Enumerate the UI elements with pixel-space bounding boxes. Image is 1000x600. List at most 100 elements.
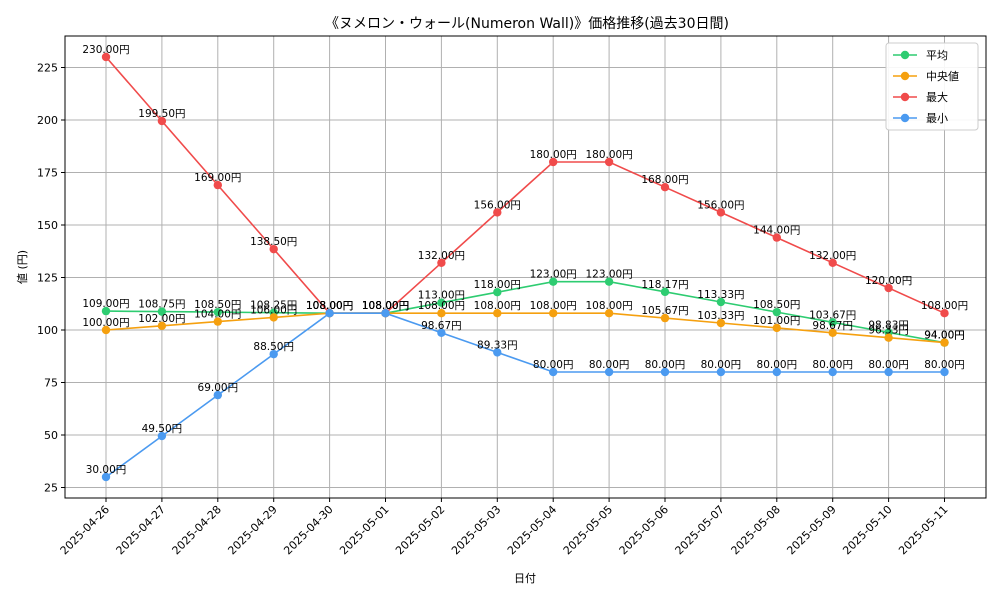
data-point [828,367,837,377]
data-point [549,367,558,377]
data-point [269,349,278,359]
data-label: 120.00円 [865,275,912,287]
data-label: 94.00円 [924,330,965,342]
data-label: 80.00円 [701,359,742,371]
data-label: 169.00円 [194,172,241,184]
data-label: 96.33円 [868,325,909,337]
y-tick-label: 175 [37,167,58,180]
data-label: 108.75円 [138,299,185,311]
x-tick-label: 2025-04-26 [58,503,112,557]
x-tick-label: 2025-04-29 [225,503,279,557]
data-point [772,307,781,317]
data-label: 230.00円 [82,44,129,56]
data-point [828,318,837,327]
data-point [549,277,558,286]
data-label: 108.00円 [306,300,353,312]
x-tick-label: 2025-05-04 [505,503,559,557]
data-label: 123.00円 [530,269,577,281]
data-label: 98.67円 [812,320,853,332]
data-point [157,307,167,316]
data-label: 132.00円 [809,250,856,262]
y-tick-label: 100 [37,324,58,337]
data-label: 94.00円 [924,330,965,342]
data-point [157,321,167,330]
series-line-2 [105,56,945,315]
x-axis-label: 日付 [514,572,536,585]
y-axis: 25 50 75 100 125 150 175 200 225 [37,62,65,495]
data-point [549,309,558,318]
data-label: 118.17円 [641,279,688,291]
data-label: 103.33円 [697,310,744,322]
y-tick-label: 225 [37,62,58,75]
data-label: 108.00円 [362,300,409,312]
data-point [660,287,670,297]
x-tick-label: 2025-05-03 [449,503,503,557]
data-label: 108.50円 [194,299,241,311]
data-point [549,157,558,167]
data-point [772,367,781,377]
data-point [493,288,502,297]
data-label: 180.00円 [585,149,632,161]
data-label: 108.50円 [753,299,800,311]
x-tick-label: 2025-05-06 [617,503,671,557]
data-point [101,306,111,316]
legend-label: 最大 [926,90,948,104]
data-label: 88.50円 [253,341,294,353]
data-point [213,180,222,190]
data-label: 108.00円 [418,300,465,312]
data-point [381,309,390,318]
data-label: 105.67円 [641,305,688,317]
data-label: 144.00円 [753,225,800,237]
data-point [828,328,837,337]
data-point [716,297,726,307]
x-tick-label: 2025-04-27 [114,503,168,557]
data-point [213,390,222,400]
data-point [716,208,726,217]
x-tick-label: 2025-05-10 [840,503,894,557]
data-point [437,328,446,337]
data-label: 156.00円 [697,199,744,211]
data-point [884,283,893,293]
data-label: 102.00円 [138,313,185,325]
legend-swatch-marker [900,92,910,102]
x-tick-label: 2025-05-05 [561,503,615,557]
grid [65,36,986,498]
data-point [437,309,446,318]
data-point [716,318,726,328]
series-line-3 [105,312,945,478]
data-point [101,325,111,335]
x-tick-label: 2025-05-09 [784,503,838,557]
legend-label: 中央値 [926,70,959,83]
data-point [660,313,670,323]
data-label: 98.67円 [421,320,462,332]
data-point [493,309,502,318]
legend-swatch-marker [900,50,910,60]
y-axis-label: 値 (円) [16,250,29,284]
data-label: 80.00円 [812,359,853,371]
x-tick-label: 2025-05-07 [673,503,727,557]
data-label: 89.33円 [477,339,518,351]
data-label: 80.00円 [533,359,574,371]
data-point [157,116,167,126]
data-point [604,367,614,377]
data-label: 108.00円 [921,300,968,312]
data-point [660,183,670,192]
data-point [213,307,222,317]
legend-box [885,42,979,131]
data-label: 80.00円 [868,359,909,371]
data-label: 156.00円 [474,199,521,211]
data-point [716,367,726,377]
data-label: 100.00円 [82,317,129,329]
data-label: 113.33円 [697,289,744,301]
data-label: 80.00円 [589,359,630,371]
data-point [884,333,893,342]
legend-label: 最小 [926,112,948,125]
data-label: 101.00円 [753,315,800,327]
data-point [157,431,167,441]
data-label: 103.67円 [809,309,856,321]
data-point [325,309,334,318]
series-line-1 [105,312,945,344]
y-tick-label: 25 [44,482,58,495]
data-label: 132.00円 [418,250,465,262]
